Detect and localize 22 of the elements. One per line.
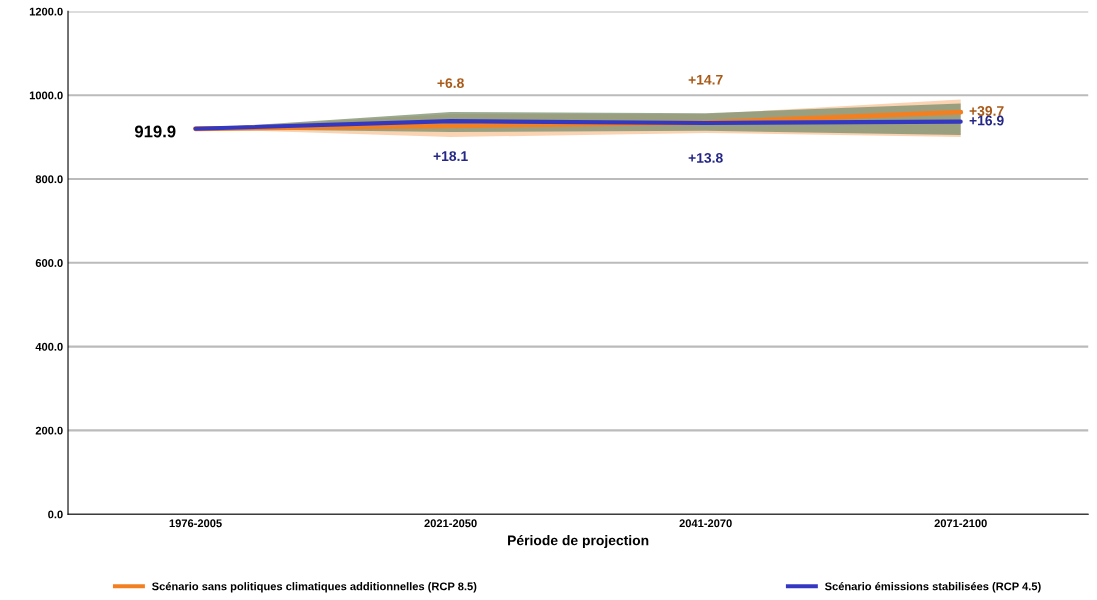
annotation: +13.8	[688, 152, 723, 163]
x-tick-label: 1976-2005	[169, 519, 222, 528]
y-tick-label: 800.0	[35, 175, 63, 184]
y-tick-label: 200.0	[35, 426, 63, 435]
x-axis-title: Période de projection	[508, 534, 649, 549]
annotation: +39.7	[969, 106, 1004, 116]
x-tick-label: 2041-2070	[679, 519, 732, 528]
line-series	[193, 119, 963, 131]
y-tick-label: 1200.0	[29, 7, 63, 16]
legend-label: Scénario émissions stabilisées (RCP 4.5)	[824, 582, 1041, 593]
annotation: +14.7	[688, 74, 723, 85]
y-tick-label: 0.0	[48, 510, 63, 519]
y-tick-label: 400.0	[35, 342, 63, 351]
y-tick-label: 600.0	[35, 259, 63, 267]
legend-label: Scénario sans politiques climatiques additionnelles (RCP 8.5)	[152, 582, 477, 593]
x-tick-label: 2021-2050	[424, 519, 477, 528]
annotation: +16.9	[969, 115, 1004, 126]
annotation: +18.1	[433, 151, 468, 162]
y-tick-label: 1000.0	[29, 91, 63, 100]
x-tick-label: 2071-2100	[934, 519, 987, 528]
data-label: 919.9	[134, 125, 176, 138]
annotation: +6.8	[437, 78, 464, 88]
